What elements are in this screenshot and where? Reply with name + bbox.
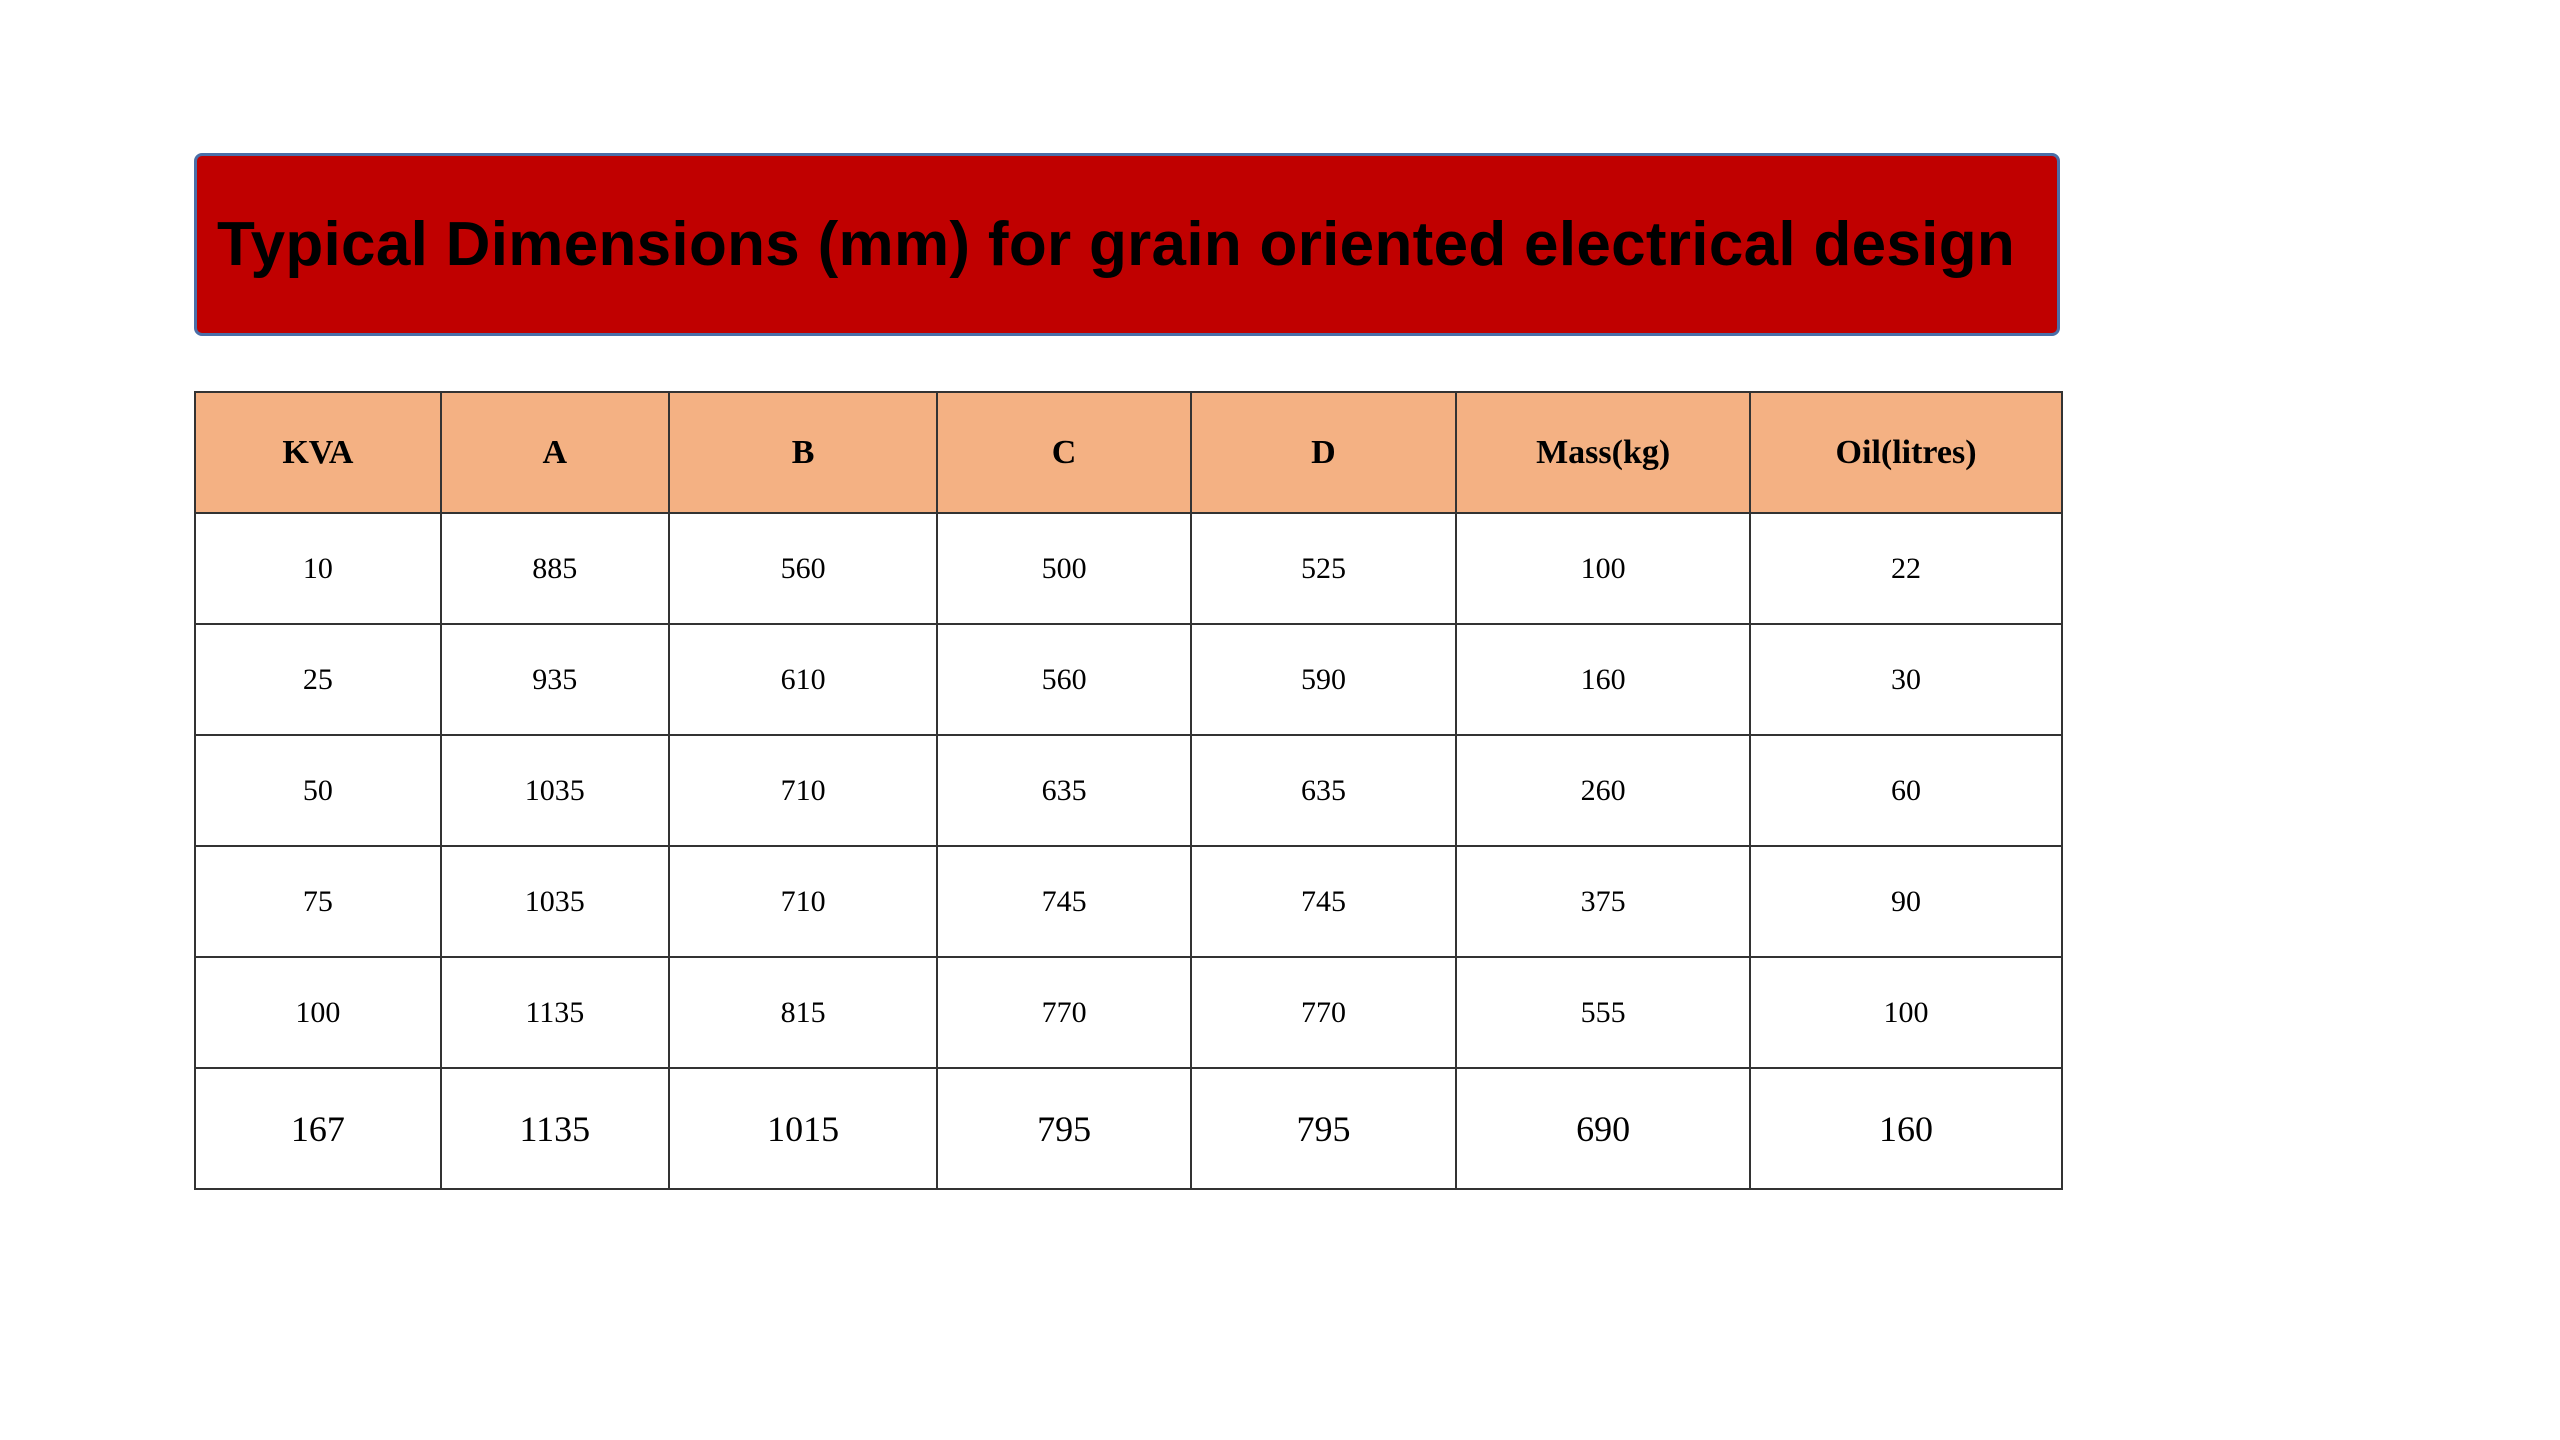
table-cell: 167 bbox=[194, 1067, 442, 1190]
table-row: 10 885 560 500 525 100 22 bbox=[194, 512, 2063, 625]
table-row: 167 1135 1015 795 795 690 160 bbox=[194, 1067, 2063, 1190]
table-cell: 160 bbox=[1749, 1067, 2063, 1190]
table-cell: 815 bbox=[667, 956, 939, 1069]
table-cell: 375 bbox=[1455, 845, 1752, 958]
table-cell: 885 bbox=[439, 512, 670, 625]
table-cell: 560 bbox=[936, 623, 1192, 736]
table-cell: 635 bbox=[1189, 734, 1458, 847]
table-cell: 770 bbox=[936, 956, 1192, 1069]
table-cell: 1035 bbox=[439, 734, 670, 847]
table-cell: 260 bbox=[1455, 734, 1752, 847]
table-cell: 690 bbox=[1455, 1067, 1752, 1190]
table-cell: 590 bbox=[1189, 623, 1458, 736]
header-mass: Mass(kg) bbox=[1455, 391, 1752, 514]
header-c: C bbox=[936, 391, 1192, 514]
header-a: A bbox=[439, 391, 670, 514]
table-cell: 500 bbox=[936, 512, 1192, 625]
dimensions-table: KVA A B C D Mass(kg) Oil(litres) 10 885 56… bbox=[194, 391, 2063, 1190]
table-cell: 1035 bbox=[439, 845, 670, 958]
table-cell: 50 bbox=[194, 734, 442, 847]
table-cell: 1015 bbox=[667, 1067, 939, 1190]
table-cell: 745 bbox=[1189, 845, 1458, 958]
header-oil: Oil(litres) bbox=[1749, 391, 2063, 514]
table-cell: 10 bbox=[194, 512, 442, 625]
table-cell: 770 bbox=[1189, 956, 1458, 1069]
table-cell: 30 bbox=[1749, 623, 2063, 736]
table-cell: 100 bbox=[194, 956, 442, 1069]
header-kva: KVA bbox=[194, 391, 442, 514]
table-cell: 1135 bbox=[439, 956, 670, 1069]
table-cell: 160 bbox=[1455, 623, 1752, 736]
table-cell: 635 bbox=[936, 734, 1192, 847]
page-title: Typical Dimensions (mm) for grain orient… bbox=[217, 210, 2016, 279]
table-cell: 745 bbox=[936, 845, 1192, 958]
table-cell: 610 bbox=[667, 623, 939, 736]
table-cell: 795 bbox=[1189, 1067, 1458, 1190]
table-cell: 22 bbox=[1749, 512, 2063, 625]
table-row: 75 1035 710 745 745 375 90 bbox=[194, 845, 2063, 958]
table-cell: 100 bbox=[1749, 956, 2063, 1069]
header-b: B bbox=[667, 391, 939, 514]
table-cell: 710 bbox=[667, 845, 939, 958]
title-banner: Typical Dimensions (mm) for grain orient… bbox=[194, 153, 2060, 336]
table-cell: 90 bbox=[1749, 845, 2063, 958]
header-d: D bbox=[1189, 391, 1458, 514]
table-row: 100 1135 815 770 770 555 100 bbox=[194, 956, 2063, 1069]
table-cell: 795 bbox=[936, 1067, 1192, 1190]
table-cell: 100 bbox=[1455, 512, 1752, 625]
table-cell: 1135 bbox=[439, 1067, 670, 1190]
table-cell: 60 bbox=[1749, 734, 2063, 847]
table-header-row: KVA A B C D Mass(kg) Oil(litres) bbox=[194, 391, 2063, 514]
table-cell: 560 bbox=[667, 512, 939, 625]
table-cell: 710 bbox=[667, 734, 939, 847]
table-cell: 25 bbox=[194, 623, 442, 736]
table-row: 50 1035 710 635 635 260 60 bbox=[194, 734, 2063, 847]
table-cell: 75 bbox=[194, 845, 442, 958]
table-cell: 525 bbox=[1189, 512, 1458, 625]
table-row: 25 935 610 560 590 160 30 bbox=[194, 623, 2063, 736]
table-cell: 555 bbox=[1455, 956, 1752, 1069]
table-cell: 935 bbox=[439, 623, 670, 736]
